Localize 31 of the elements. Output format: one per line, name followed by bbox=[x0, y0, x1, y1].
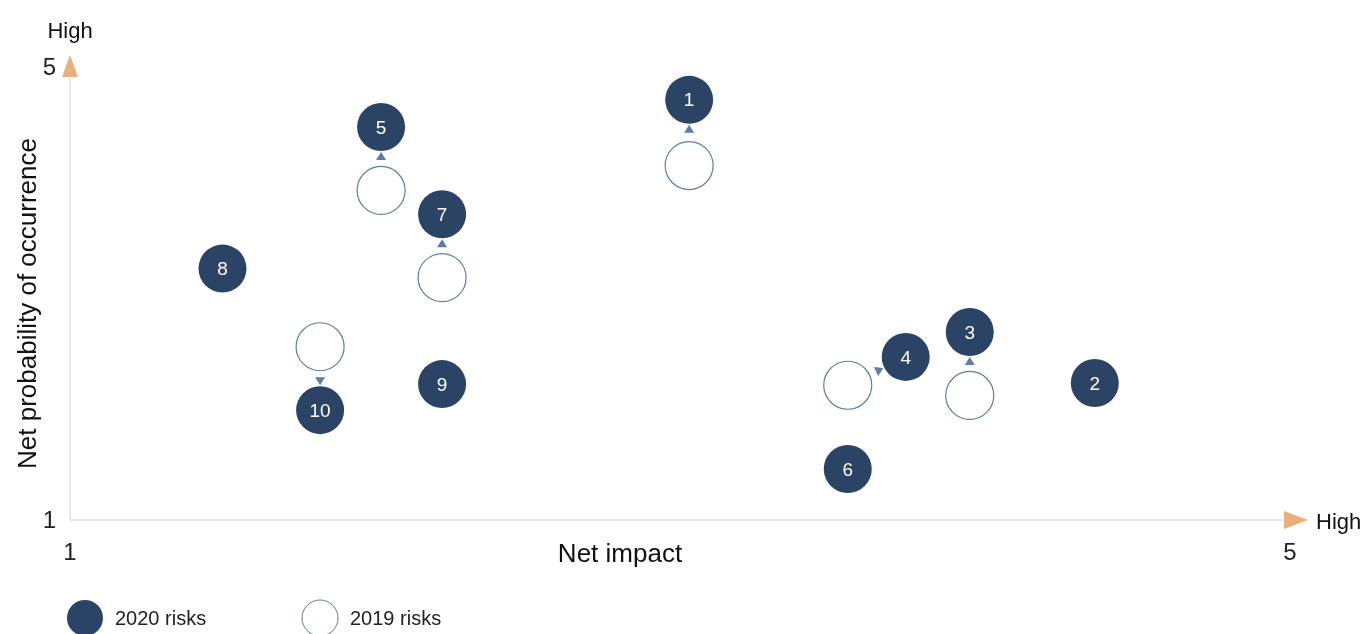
point bbox=[665, 75, 714, 124]
annotation: 10 bbox=[309, 399, 331, 421]
annotation: 5 bbox=[375, 116, 387, 138]
x-axis-title: Net impact bbox=[557, 538, 683, 568]
y-axis-title: Net probability of occurrence bbox=[12, 138, 42, 469]
annotation: 8 bbox=[217, 258, 228, 280]
legend-label: 2020 risks bbox=[115, 607, 207, 629]
point bbox=[418, 190, 467, 239]
annotation: 6 bbox=[842, 458, 854, 480]
point bbox=[198, 244, 247, 293]
point bbox=[945, 308, 994, 357]
annotation: 3 bbox=[964, 321, 976, 343]
point bbox=[945, 370, 995, 421]
point bbox=[418, 360, 467, 409]
point bbox=[1070, 358, 1119, 407]
annotation: 7 bbox=[436, 203, 448, 225]
point bbox=[295, 322, 345, 372]
point bbox=[664, 140, 714, 191]
point bbox=[417, 253, 467, 303]
point bbox=[357, 103, 406, 152]
legend-label: 2019 risks bbox=[350, 607, 442, 629]
annotation: 2 bbox=[1089, 372, 1101, 394]
point bbox=[823, 360, 873, 410]
annotation: 1 bbox=[683, 89, 695, 111]
point bbox=[823, 445, 872, 494]
point bbox=[881, 332, 930, 381]
annotation: 9 bbox=[436, 373, 448, 395]
point bbox=[356, 165, 406, 216]
text: High bbox=[47, 18, 93, 43]
annotation: 4 bbox=[900, 346, 912, 368]
text: High bbox=[1316, 509, 1362, 534]
